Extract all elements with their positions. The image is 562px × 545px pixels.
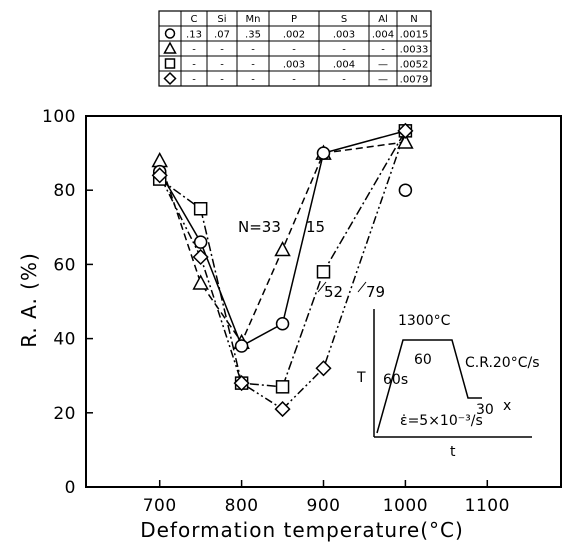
table-cell: — bbox=[378, 60, 388, 71]
data-point-diamond bbox=[151, 167, 168, 184]
table-cell: - bbox=[292, 45, 296, 56]
annotation-15: 15 bbox=[306, 218, 325, 236]
table-cell: .004 bbox=[333, 60, 355, 71]
table-header-cell: P bbox=[291, 14, 297, 25]
data-point-triangle bbox=[192, 274, 209, 290]
table-cell: - bbox=[342, 75, 346, 86]
circle-icon bbox=[164, 28, 176, 39]
data-point-diamond bbox=[397, 122, 414, 139]
square-icon bbox=[164, 58, 176, 69]
inset-x-axis-label: t bbox=[450, 444, 456, 460]
y-tick-label: 20 bbox=[53, 404, 76, 424]
table-cell: - bbox=[251, 60, 255, 71]
data-point-triangle bbox=[274, 240, 291, 257]
data-point-circle bbox=[234, 339, 249, 353]
inset-cooling-rate: C.R.20°C/s bbox=[465, 355, 540, 371]
table-border bbox=[158, 10, 432, 87]
y-axis: 0 20 40 60 80 100 bbox=[42, 107, 93, 498]
annotation-52: 52 bbox=[324, 283, 343, 301]
table-cell: - bbox=[220, 60, 224, 71]
y-tick-label: 40 bbox=[53, 330, 76, 350]
data-point-diamond bbox=[233, 375, 250, 392]
inset-end-temp: 30 bbox=[476, 402, 494, 418]
inset-end-mark: x bbox=[503, 398, 511, 414]
data-point-square bbox=[275, 380, 290, 394]
series-line-triangle bbox=[158, 141, 406, 344]
inset-thermal-cycle bbox=[376, 339, 482, 434]
data-point-circle bbox=[316, 146, 331, 160]
x-tick-label: 1000 bbox=[383, 496, 428, 516]
annotation-52-leader bbox=[317, 281, 327, 293]
table-cell: - bbox=[251, 75, 255, 86]
data-point-circle bbox=[193, 235, 208, 249]
inset-hold-time: 60 bbox=[414, 352, 432, 368]
table-cell: - bbox=[342, 45, 346, 56]
inset-y-axis-label: T bbox=[356, 370, 366, 386]
table-cell: .0079 bbox=[400, 75, 429, 86]
annotation-n33: N=33 bbox=[238, 218, 281, 236]
table-header-cell: Mn bbox=[246, 14, 261, 25]
table-cell: .07 bbox=[214, 30, 230, 41]
inset-strain-rate: ε̇=5×10⁻³/s bbox=[400, 413, 483, 429]
data-point-circle bbox=[275, 317, 290, 331]
data-point-diamond bbox=[315, 360, 332, 377]
data-point-diamond bbox=[192, 248, 209, 266]
data-point-square bbox=[316, 265, 331, 279]
y-tick-label: 60 bbox=[53, 255, 76, 275]
table-cell: - bbox=[192, 60, 196, 71]
table-cell: — bbox=[378, 75, 388, 86]
table-cell: - bbox=[192, 45, 196, 56]
y-tick-label: 100 bbox=[42, 107, 76, 127]
y-axis-title: R. A. (%) bbox=[17, 252, 41, 348]
series-line-circle bbox=[159, 130, 406, 348]
diamond-icon bbox=[163, 71, 177, 86]
table-cell: - bbox=[192, 75, 196, 86]
table-cell: - bbox=[381, 45, 385, 56]
table-cell: .13 bbox=[186, 30, 202, 41]
table-cell: .003 bbox=[283, 60, 305, 71]
inset-ramp-time: 60s bbox=[383, 372, 408, 388]
series-layer bbox=[151, 122, 414, 418]
table-cell: .003 bbox=[333, 30, 355, 41]
table-header-cell: Al bbox=[378, 14, 388, 25]
data-point-square bbox=[193, 202, 208, 216]
x-tick-label: 700 bbox=[143, 496, 177, 516]
table-header-cell: C bbox=[191, 14, 198, 25]
table-cell: .0015 bbox=[400, 30, 429, 41]
plot-area: 0 20 40 60 80 100 700 800 900 1000 1100 bbox=[42, 107, 562, 516]
y-tick-label: 0 bbox=[65, 478, 76, 498]
data-point-triangle bbox=[151, 151, 168, 168]
data-point-triangle bbox=[397, 133, 414, 149]
table-header-cell: N bbox=[410, 14, 417, 25]
table-cell: .35 bbox=[245, 30, 261, 41]
table-cell: - bbox=[251, 45, 255, 56]
series-line-diamond bbox=[159, 130, 407, 411]
data-point-circle bbox=[398, 183, 413, 197]
data-point-diamond bbox=[274, 401, 291, 418]
table-header-cell: S bbox=[341, 14, 347, 25]
x-axis-title: Deformation temperature(°C) bbox=[140, 518, 464, 542]
composition-table: C Si Mn P S Al N .13 .07 .35 .002 .003 .004 .0015 - - - -… bbox=[158, 10, 432, 87]
table-header-cell: Si bbox=[217, 14, 226, 25]
x-tick-label: 1100 bbox=[465, 496, 510, 516]
inset-peak-temp: 1300°C bbox=[398, 313, 451, 329]
table-cell: .0052 bbox=[400, 60, 429, 71]
x-tick-label: 900 bbox=[307, 496, 341, 516]
table-cell: .002 bbox=[283, 30, 305, 41]
heat-cycle-inset: 1300°C 60 C.R.20°C/s 60s 30 x T ε̇=5×10⁻… bbox=[356, 309, 540, 460]
table-cell: - bbox=[292, 75, 296, 86]
table-cell: - bbox=[220, 45, 224, 56]
annotation-79-leader bbox=[357, 281, 367, 293]
table-cell: .004 bbox=[372, 30, 394, 41]
x-tick-label: 800 bbox=[225, 496, 259, 516]
x-axis: 700 800 900 1000 1100 bbox=[143, 480, 510, 516]
table-cell: - bbox=[220, 75, 224, 86]
triangle-icon bbox=[163, 41, 177, 54]
series-line-square bbox=[159, 130, 407, 388]
y-tick-label: 80 bbox=[53, 181, 76, 201]
annotation-79: 79 bbox=[366, 283, 385, 301]
table-cell: .0033 bbox=[400, 45, 429, 56]
